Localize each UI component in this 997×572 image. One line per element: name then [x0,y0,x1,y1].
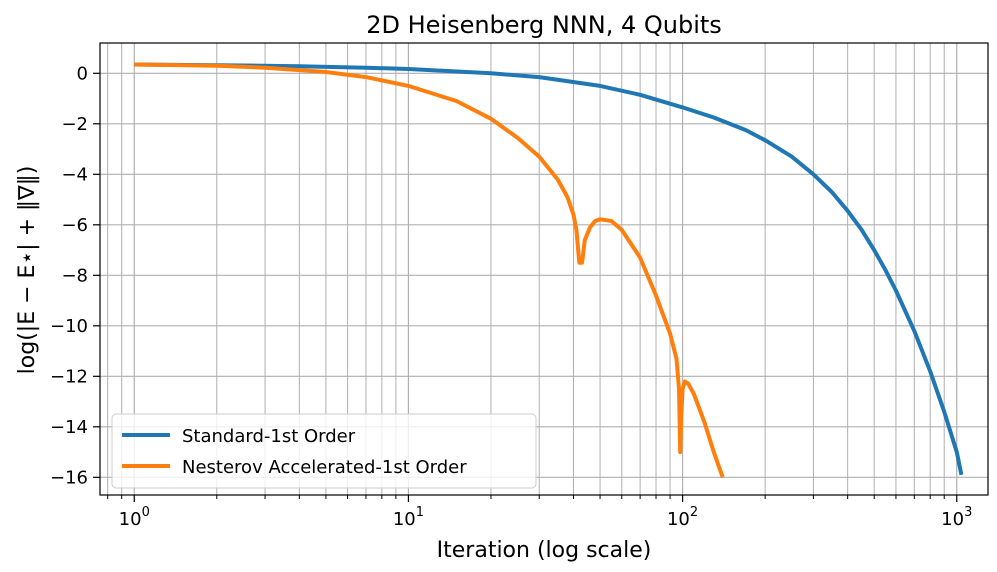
series-line-2 [134,62,725,478]
legend: Standard-1st Order Nesterov Accelerated-1… [111,413,537,489]
series-line-1 [134,62,964,476]
legend-label: Standard-1st Order [182,426,356,447]
y-tick-label: −8 [61,265,88,286]
grid [100,43,988,495]
x-tick-label: 102 [667,505,698,530]
x-tick-label: 103 [941,505,972,530]
series-lines [134,62,964,478]
legend-label: Nesterov Accelerated-1st Order [182,457,467,478]
x-tick-label: 101 [393,505,424,530]
y-tick-label: −2 [61,114,88,135]
chart-title: 2D Heisenberg NNN, 4 Qubits [366,11,722,39]
legend-box [111,413,537,489]
y-tick-label: 0 [77,63,88,84]
x-tick-label: 100 [119,505,150,530]
y-tick-label: −10 [50,316,88,337]
plot-frame [99,42,989,496]
y-tick-label: −12 [50,366,88,387]
y-tick-label: −16 [50,467,88,488]
y-axis-label: log(|E − E⋆| + ‖∇‖) [15,166,40,375]
x-axis-label: Iteration (log scale) [437,538,652,563]
y-tick-label: −4 [61,164,88,185]
y-tick-label: −14 [50,417,88,438]
axis-ticks: 100 101 102 103 0 −2 −4 −6 −8 −10 −12 −14 −16 [50,63,972,530]
y-tick-label: −6 [61,215,88,236]
